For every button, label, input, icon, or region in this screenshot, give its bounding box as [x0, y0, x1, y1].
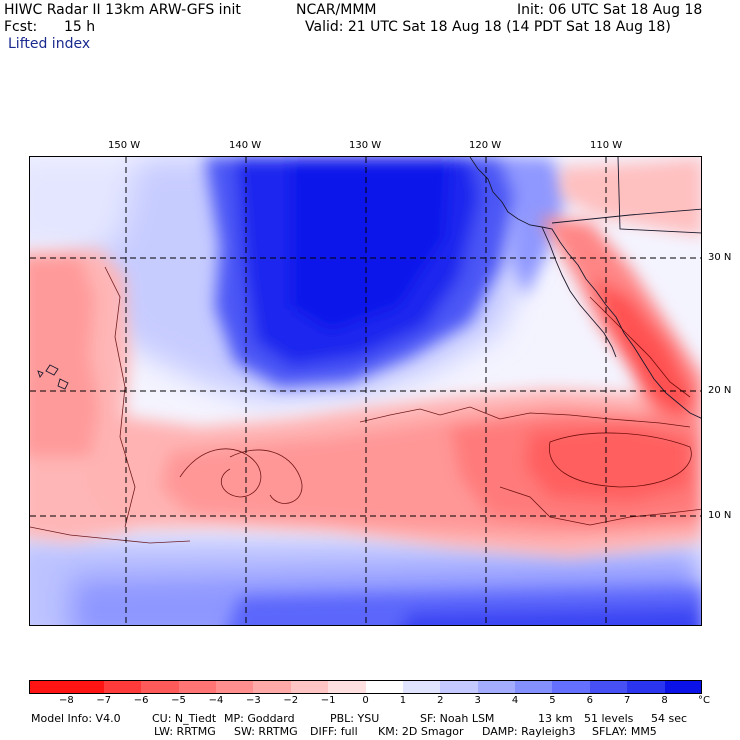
colorbar-tick-label: −3	[245, 695, 261, 706]
colorbar-tick-label: 6	[586, 695, 594, 706]
forecast-hour: 15 h	[64, 19, 96, 35]
colorbar-swatch	[402, 680, 441, 694]
colorbar-tick-label: 1	[399, 695, 407, 706]
lat-label-20n: 20 N	[708, 385, 732, 396]
colorbar-tick-label: 0	[362, 695, 369, 706]
colorbar-unit: °C	[698, 695, 710, 706]
center-label: NCAR/MMM	[296, 2, 377, 18]
cumulus-scheme: CU: N_Tiedt	[152, 712, 217, 725]
colorbar-swatch	[440, 680, 479, 694]
lat-label-10n: 10 N	[708, 510, 732, 521]
lon-label-110w: 110 W	[590, 140, 623, 151]
colorbar-swatch	[552, 680, 591, 694]
colorbar-swatch	[328, 680, 366, 694]
surface-scheme: SF: Noah LSM	[420, 712, 495, 725]
colorbar-swatch	[290, 680, 329, 694]
colorbar-swatch	[141, 680, 180, 694]
pbl-scheme: PBL: YSU	[330, 712, 380, 725]
lifted-index-map	[29, 156, 702, 626]
colorbar-tick-label: 5	[549, 695, 556, 706]
colorbar-swatch	[253, 680, 292, 694]
colorbar-tick-label: 3	[474, 695, 481, 706]
surface-layer-scheme: SFLAY: MM5	[592, 725, 657, 738]
forecast-label: Fcst:	[4, 19, 38, 35]
colorbar-swatch	[103, 680, 142, 694]
eddy-coefficient-option: KM: 2D Smagor	[378, 725, 464, 738]
lat-label-30n: 30 N	[708, 252, 732, 263]
colorbar-swatch	[66, 680, 105, 694]
lon-label-140w: 140 W	[229, 140, 262, 151]
grid-resolution: 13 km	[538, 712, 573, 725]
lon-label-130w: 130 W	[349, 140, 382, 151]
time-step: 54 sec	[651, 712, 688, 725]
colorbar-swatch	[29, 680, 67, 694]
microphysics-scheme: MP: Goddard	[224, 712, 295, 725]
colorbar-tick-label: −2	[283, 695, 299, 706]
colorbar-tick-label: 2	[437, 695, 444, 706]
colorbar-swatch	[627, 680, 666, 694]
lat-lon-grid	[30, 157, 701, 625]
colorbar-tick-label: −1	[320, 695, 336, 706]
coastlines	[37, 157, 701, 419]
vertical-levels: 51 levels	[584, 712, 634, 725]
damping-option: DAMP: Rayleigh3	[482, 725, 576, 738]
unstable-region-layer	[30, 157, 701, 557]
colorbar-swatch	[365, 680, 404, 694]
colorbar-tick-label: −6	[133, 695, 149, 706]
shortwave-scheme: SW: RRTMG	[234, 725, 298, 738]
colorbar-swatch	[515, 680, 553, 694]
colorbar-swatch	[215, 680, 254, 694]
colorbar-tick-label: 7	[624, 695, 631, 706]
lon-label-150w: 150 W	[108, 140, 141, 151]
valid-time: Valid: 21 UTC Sat 18 Aug 18 (14 PDT Sat …	[305, 19, 671, 35]
lon-label-120w: 120 W	[469, 140, 502, 151]
longwave-scheme: LW: RRTMG	[154, 725, 216, 738]
colorbar-tick-label: 8	[661, 695, 668, 706]
colorbar-swatch	[589, 680, 628, 694]
colorbar-swatch	[477, 680, 516, 694]
colorbar-tick-label: −8	[59, 695, 74, 706]
field-name: Lifted index	[8, 36, 91, 52]
colorbar-swatch	[664, 680, 703, 694]
model-title: HIWC Radar II 13km ARW-GFS init	[4, 2, 241, 18]
diffusion-option: DIFF: full	[310, 725, 358, 738]
colorbar-tick-label: 4	[511, 695, 519, 706]
colorbar-swatch	[178, 680, 217, 694]
strong-stable-layer	[205, 157, 701, 625]
colorbar-tick-label: −4	[208, 695, 224, 706]
colorbar-tick-label: −7	[96, 695, 112, 706]
contour-lines	[30, 266, 701, 544]
model-info: Model Info: V4.0	[31, 712, 121, 725]
colorbar-tick-label: −5	[171, 695, 186, 706]
init-time: Init: 06 UTC Sat 18 Aug 18	[517, 2, 703, 18]
